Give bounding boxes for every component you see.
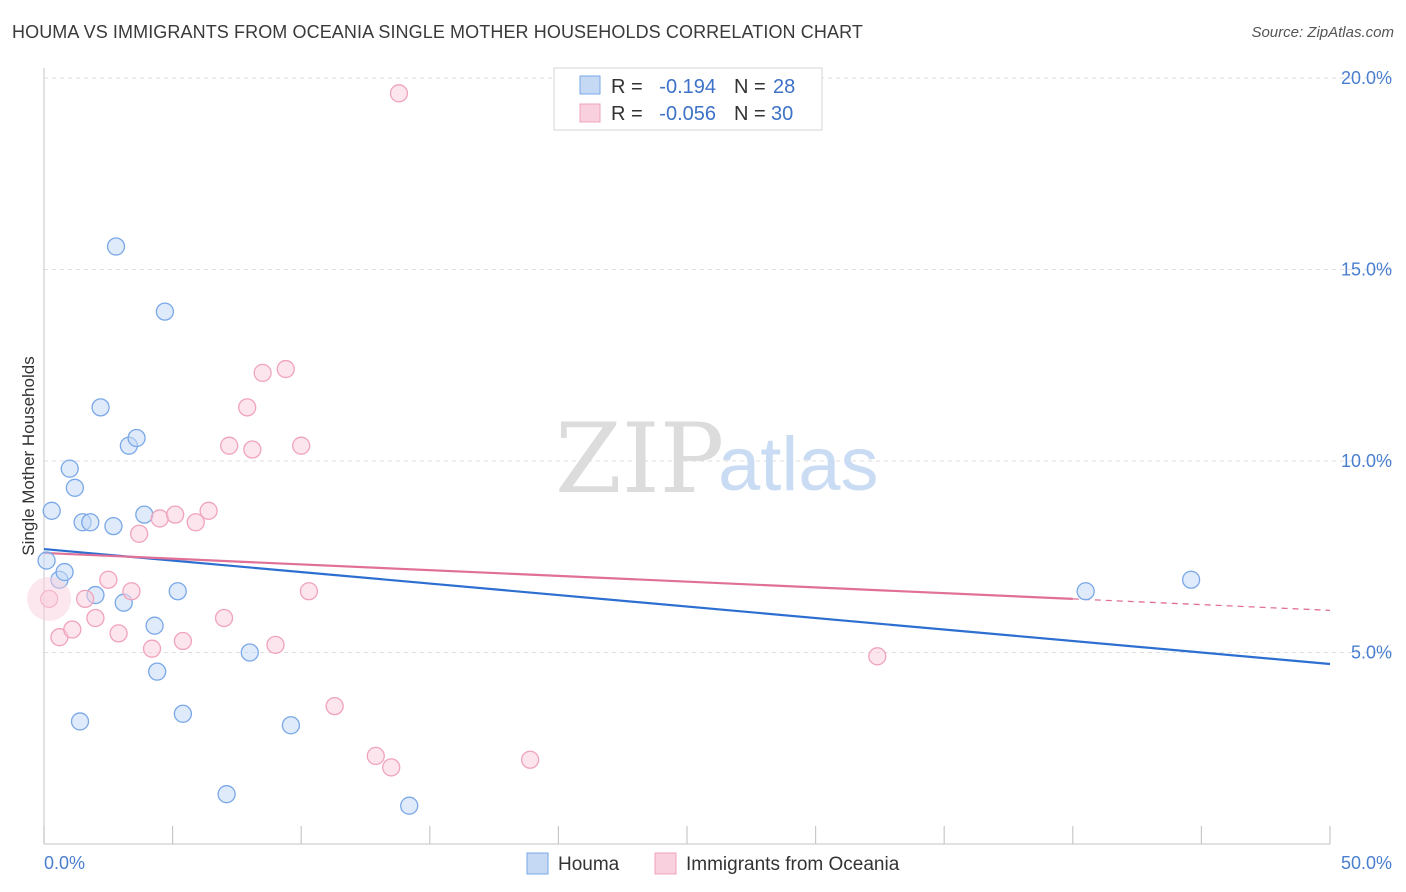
data-point-series-1 — [243, 440, 262, 459]
data-point-series-0 — [240, 643, 259, 662]
trend-line-0 — [43, 547, 1331, 666]
y-tick-label: 15.0% — [1341, 260, 1392, 280]
data-point-series-1-cluster — [27, 576, 72, 621]
data-point-series-0 — [1076, 582, 1095, 601]
data-points — [27, 84, 1201, 815]
legend-n-label-oceania: N = — [734, 103, 766, 125]
data-point-series-1 — [130, 524, 149, 543]
bottom-legend-swatch-houma — [526, 852, 549, 875]
data-point-series-0 — [168, 582, 187, 601]
data-point-series-0 — [91, 398, 110, 417]
data-point-series-0 — [104, 516, 123, 536]
data-point-series-1 — [214, 608, 234, 628]
data-point-series-1 — [299, 582, 319, 601]
chart-title: HOUMA VS IMMIGRANTS FROM OCEANIA SINGLE … — [12, 22, 863, 42]
data-point-series-0 — [148, 662, 167, 681]
data-point-series-1 — [86, 608, 105, 628]
data-point-series-1 — [99, 570, 118, 589]
data-point-series-1 — [150, 509, 169, 528]
data-point-series-1 — [366, 746, 385, 766]
legend-swatch-oceania — [579, 103, 601, 123]
data-point-series-0 — [400, 796, 419, 815]
trend-line-1 — [43, 551, 1073, 600]
data-point-series-0 — [135, 505, 154, 524]
x-tick-label-max: 50.0% — [1341, 853, 1392, 873]
data-point-series-1 — [389, 84, 409, 103]
data-point-series-0 — [42, 501, 61, 520]
data-point-series-0 — [55, 562, 74, 582]
trend-lines — [43, 547, 1331, 666]
series-legend: Houma Immigrants from Oceania — [526, 852, 900, 875]
data-point-series-0 — [60, 459, 79, 478]
data-point-series-1 — [276, 359, 295, 379]
y-axis-label: Single Mother Households — [19, 356, 38, 555]
correlation-legend: R = -0.194 N = 28 R = -0.056 N = 30 — [553, 67, 823, 131]
data-point-series-1 — [76, 589, 95, 609]
legend-r-value-houma: -0.194 — [659, 76, 716, 98]
y-tick-label: 10.0% — [1341, 451, 1392, 471]
grid-lines — [44, 77, 1392, 653]
data-point-series-0 — [81, 513, 100, 532]
watermark-zip: ZIP — [555, 403, 724, 515]
data-point-series-0 — [217, 785, 236, 804]
data-point-series-1 — [220, 436, 239, 455]
data-point-series-1 — [109, 624, 128, 643]
data-point-series-1 — [122, 582, 141, 601]
data-point-series-1 — [186, 513, 205, 532]
legend-r-label-houma: R = — [611, 76, 643, 98]
data-point-series-0 — [70, 712, 90, 731]
trend-line-extension-1 — [1072, 598, 1331, 612]
data-point-series-1 — [868, 647, 887, 666]
legend-r-value-oceania: -0.056 — [659, 103, 716, 125]
data-point-series-0 — [127, 428, 146, 448]
data-point-series-0 — [65, 478, 85, 497]
y-tick-label: 5.0% — [1351, 643, 1392, 663]
y-axis-tick-labels: 5.0% 10.0% 15.0% 20.0% — [1341, 68, 1392, 663]
chart-source: Source: ZipAtlas.com — [1251, 24, 1394, 41]
data-point-series-0 — [37, 551, 56, 570]
data-point-series-0 — [173, 704, 193, 723]
data-point-series-1 — [253, 363, 272, 383]
data-point-series-1 — [382, 758, 401, 777]
data-point-series-1 — [173, 631, 193, 651]
bottom-legend-label-oceania: Immigrants from Oceania — [686, 854, 900, 875]
x-tick-label-min: 0.0% — [44, 853, 85, 873]
data-point-series-0 — [145, 616, 164, 635]
data-point-series-1 — [142, 639, 162, 658]
data-point-series-1 — [292, 436, 311, 455]
data-point-series-1 — [325, 696, 344, 716]
data-point-series-1 — [199, 501, 218, 520]
legend-n-label-houma: N = — [734, 76, 766, 98]
bottom-legend-swatch-oceania — [654, 852, 677, 875]
x-axis-ticks — [43, 826, 1331, 844]
y-tick-label: 20.0% — [1341, 68, 1392, 88]
data-point-series-0 — [155, 302, 175, 321]
legend-n-value-houma: 28 — [773, 76, 795, 98]
legend-n-value-oceania: 30 — [771, 103, 793, 125]
data-point-series-0 — [1181, 570, 1201, 589]
data-point-series-1 — [238, 398, 257, 417]
bottom-legend-label-houma: Houma — [558, 854, 620, 875]
data-point-series-1 — [63, 620, 82, 639]
watermark-atlas: atlas — [718, 422, 879, 507]
legend-r-label-oceania: R = — [611, 103, 643, 125]
data-point-series-1 — [166, 505, 185, 524]
legend-swatch-houma — [579, 75, 601, 95]
data-point-series-1 — [266, 635, 285, 654]
data-point-series-1 — [520, 750, 540, 769]
data-point-series-0 — [281, 716, 301, 735]
data-point-series-0 — [106, 237, 126, 256]
